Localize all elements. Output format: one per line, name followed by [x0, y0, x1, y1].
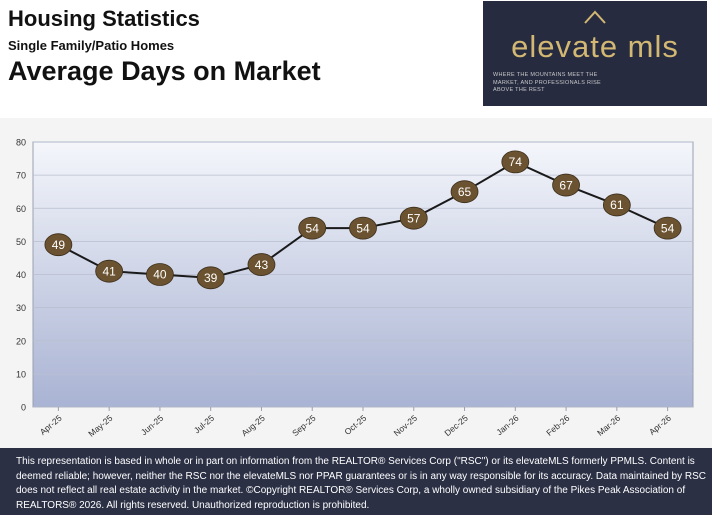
data-label: 54: [306, 221, 320, 235]
data-point: [298, 216, 327, 240]
data-point: [552, 173, 580, 197]
logo-tagline: WHERE THE MOUNTAINS MEET THE MARKET, AND…: [493, 72, 602, 93]
data-point: [44, 233, 73, 257]
x-tick-label: Mar-26: [595, 413, 622, 438]
y-tick-label: 80: [16, 138, 26, 148]
header: Housing Statistics Single Family/Patio H…: [0, 0, 712, 118]
chart-heading: Average Days on Market: [8, 56, 321, 86]
y-tick-label: 70: [16, 171, 26, 181]
data-label: 39: [204, 271, 218, 285]
data-point: [247, 253, 276, 276]
data-label: 57: [407, 211, 421, 225]
data-point: [602, 193, 631, 217]
data-label: 67: [559, 178, 573, 192]
x-tick-label: Jan-26: [494, 413, 521, 438]
days-on-market-line-chart: 0 10 20 30 40 50 60 70 80 Apr-25 May-25 Jun-25 Jul-…: [16, 138, 694, 439]
x-tick-label: Feb-26: [544, 413, 571, 438]
data-label: 49: [52, 238, 66, 252]
data-point: [501, 150, 530, 174]
data-label: 40: [153, 268, 167, 282]
x-tick-label: Dec-25: [442, 413, 470, 438]
mountain-peak-icon: [584, 10, 606, 24]
y-tick-label: 0: [21, 403, 26, 413]
x-tick-label: Apr-25: [38, 413, 64, 437]
data-label: 41: [102, 264, 116, 278]
x-tick-label: Jul-25: [192, 413, 216, 436]
data-point: [196, 266, 225, 290]
data-label: 54: [356, 221, 370, 235]
footer-disclaimer: This representation is based in whole or…: [0, 448, 712, 515]
data-point: [450, 180, 479, 204]
data-label: 74: [509, 155, 523, 169]
x-tick-label: Nov-25: [392, 413, 420, 438]
y-tick-label: 30: [16, 303, 26, 313]
data-point: [653, 216, 682, 240]
page-title: Housing Statistics: [8, 6, 200, 31]
data-point: [399, 206, 428, 230]
y-tick-label: 20: [16, 336, 26, 346]
x-tick-label: Aug-25: [239, 413, 267, 438]
data-point: [146, 263, 174, 286]
elevate-mls-logo: elevate mls WHERE THE MOUNTAINS MEET THE…: [483, 1, 707, 106]
logo-wordmark: elevate mls: [511, 29, 679, 64]
data-point: [95, 259, 124, 283]
disclaimer-text: This representation is based in whole or…: [16, 456, 706, 511]
x-tick-label: Sep-25: [290, 413, 318, 438]
y-tick-label: 10: [16, 369, 26, 379]
data-label: 43: [255, 258, 269, 272]
data-label: 61: [610, 198, 624, 212]
y-tick-label: 50: [16, 237, 26, 247]
page-subtitle: Single Family/Patio Homes: [8, 38, 175, 53]
chart-area: 0 10 20 30 40 50 60 70 80 Apr-25 May-25 Jun-25 Jul-…: [0, 118, 712, 448]
x-tick-label: May-25: [86, 413, 114, 439]
data-label: 65: [458, 185, 472, 199]
x-tick-label: Oct-25: [342, 413, 368, 437]
y-tick-label: 60: [16, 204, 26, 214]
x-tick-label: Apr-26: [647, 413, 673, 437]
data-point: [349, 216, 377, 240]
y-tick-label: 40: [16, 270, 26, 280]
data-label: 54: [661, 221, 675, 235]
x-tick-label: Jun-25: [139, 413, 166, 438]
